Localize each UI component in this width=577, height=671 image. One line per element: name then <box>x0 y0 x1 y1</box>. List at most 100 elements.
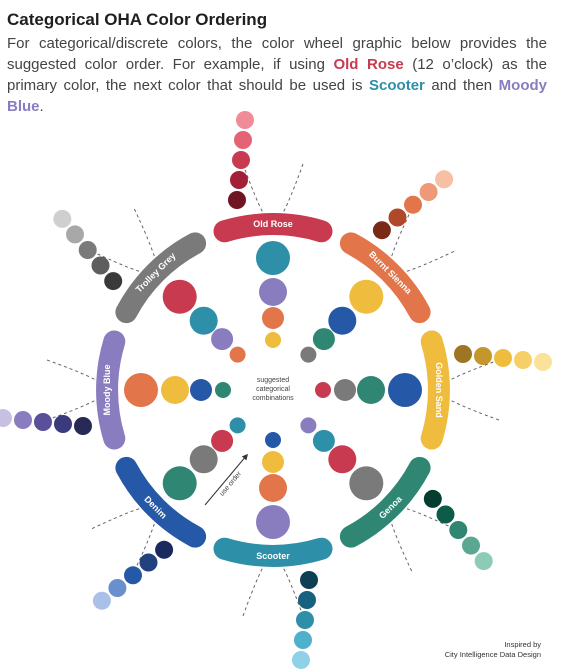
band-genoa <box>339 456 431 548</box>
description-text-3: and then <box>424 77 499 94</box>
shade-dot-burnt-sienna <box>388 208 407 227</box>
band-label-moody-blue: Moody Blue <box>102 365 112 416</box>
combination-dot-moody-blue <box>300 417 317 434</box>
combination-dot-trolley-grey <box>189 445 218 474</box>
shade-dot-moody-blue <box>74 417 92 435</box>
shade-dot-moody-blue <box>54 415 72 433</box>
band-golden-sand <box>420 330 450 450</box>
shade-dot-burnt-sienna <box>435 170 454 189</box>
band-denim <box>115 456 207 548</box>
combination-dot-old-rose <box>211 429 234 452</box>
combination-dot-trolley-grey <box>300 346 317 363</box>
shade-dot-golden-sand <box>494 349 512 367</box>
combination-moody-blue <box>124 373 231 407</box>
combination-dot-golden-sand <box>161 376 189 404</box>
combination-dot-genoa <box>312 328 335 351</box>
page-title: Categorical OHA Color Ordering <box>7 10 268 29</box>
shade-dot-denim <box>108 579 127 597</box>
primary-color-name: Old Rose <box>333 56 404 73</box>
shade-dot-old-rose <box>230 171 248 189</box>
family-old-rose: Old Rose <box>213 111 333 243</box>
shade-dot-scooter <box>300 571 318 589</box>
shade-dot-scooter <box>298 591 316 609</box>
shade-dot-burnt-sienna <box>419 183 438 201</box>
credit-line-1: Inspired by <box>504 640 541 649</box>
shade-dot-moody-blue <box>0 409 12 427</box>
band-burnt-sienna <box>339 232 431 324</box>
description-text-4: . <box>39 98 44 115</box>
shade-dot-old-rose <box>228 191 246 209</box>
combination-dot-golden-sand <box>265 332 281 348</box>
band-label-golden-sand: Golden Sand <box>434 362 444 418</box>
description-text-1: For categorical/discrete colors, the col… <box>7 35 547 73</box>
shade-dot-trolley-grey <box>78 241 97 259</box>
combination-trolley-grey <box>162 279 246 363</box>
shade-dot-genoa <box>436 505 455 524</box>
third-color-name: Moody Blue <box>7 77 547 115</box>
use-order-arrow <box>204 453 248 506</box>
band-label-old-rose: Old Rose <box>253 219 293 229</box>
shade-dot-moody-blue <box>34 413 52 431</box>
shade-dot-genoa <box>474 552 493 571</box>
combination-dot-golden-sand <box>262 451 284 473</box>
shade-dot-trolley-grey <box>66 225 84 244</box>
family-golden-sand: Golden Sand <box>420 330 552 450</box>
shade-dot-denim <box>92 591 111 610</box>
combination-golden-sand <box>315 373 422 407</box>
band-scooter <box>213 537 333 567</box>
combination-dot-trolley-grey <box>334 379 356 401</box>
description-text-2: (12 o’clock) as the primary color, the n… <box>7 56 547 94</box>
shade-dot-genoa <box>449 521 468 539</box>
family-scooter: Scooter <box>213 537 333 669</box>
combination-burnt-sienna <box>300 279 384 363</box>
center-label-line: combinations <box>252 395 294 402</box>
combination-dot-scooter <box>189 306 218 335</box>
combination-dot-scooter <box>229 417 246 434</box>
credit: Inspired by City Intelligence Data Desig… <box>445 640 541 660</box>
combination-dot-moody-blue <box>256 505 290 539</box>
combination-genoa <box>300 417 384 501</box>
combination-dot-denim <box>388 373 422 407</box>
shade-dot-denim <box>139 553 158 572</box>
combination-dot-moody-blue <box>211 328 234 351</box>
shade-dot-moody-blue <box>14 411 32 429</box>
combination-dot-burnt-sienna <box>259 474 287 502</box>
band-old-rose <box>213 213 333 243</box>
band-moody-blue <box>96 330 126 450</box>
combination-dot-denim <box>190 379 212 401</box>
combination-dot-trolley-grey <box>349 466 384 501</box>
combination-dot-old-rose <box>328 445 357 474</box>
combination-dot-scooter <box>256 241 290 275</box>
shade-dot-old-rose <box>232 151 250 169</box>
shade-dot-scooter <box>294 631 312 649</box>
shade-dot-golden-sand <box>474 347 492 365</box>
combination-dot-scooter <box>312 429 335 452</box>
shade-dot-scooter <box>296 611 314 629</box>
description: For categorical/discrete colors, the col… <box>7 33 547 117</box>
combination-old-rose <box>256 241 290 348</box>
shade-dot-denim <box>155 540 174 559</box>
band-trolley-grey <box>115 232 207 324</box>
family-denim: Denim <box>91 456 207 610</box>
combination-denim <box>162 417 246 501</box>
shade-dot-burnt-sienna <box>404 195 422 214</box>
family-moody-blue: Moody Blue <box>0 330 126 450</box>
shade-dot-genoa <box>462 536 480 555</box>
shade-dot-golden-sand <box>534 353 552 371</box>
shade-dot-old-rose <box>234 131 252 149</box>
combination-dot-burnt-sienna <box>229 346 246 363</box>
shade-dot-old-rose <box>236 111 254 129</box>
shade-dot-burnt-sienna <box>372 221 391 240</box>
second-color-name: Scooter <box>369 77 425 94</box>
shade-dot-trolley-grey <box>53 209 72 228</box>
combination-dot-golden-sand <box>349 279 384 314</box>
combination-dot-old-rose <box>162 279 197 314</box>
combination-dot-genoa <box>357 376 385 404</box>
band-label-scooter: Scooter <box>256 551 290 561</box>
credit-line-2: City Intelligence Data Design <box>444 650 541 659</box>
combination-dot-burnt-sienna <box>262 307 284 329</box>
shade-dot-trolley-grey <box>91 256 110 275</box>
combination-dot-genoa <box>215 382 231 398</box>
shade-dot-genoa <box>423 489 442 508</box>
